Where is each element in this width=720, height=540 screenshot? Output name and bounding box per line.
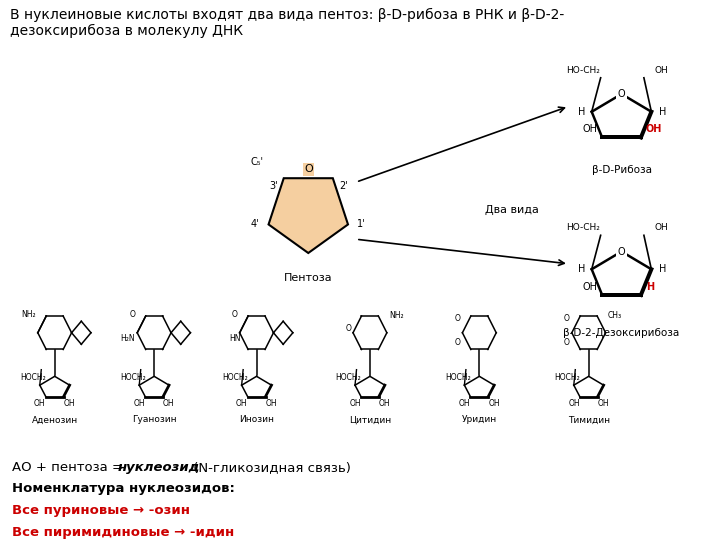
Text: NH₂: NH₂ — [389, 310, 403, 320]
Text: OH: OH — [646, 125, 662, 134]
Text: 4': 4' — [251, 219, 260, 230]
Text: OH: OH — [654, 66, 668, 75]
Text: HOCH₂: HOCH₂ — [20, 373, 46, 382]
Text: O: O — [618, 89, 626, 99]
Text: Уридин: Уридин — [462, 415, 497, 424]
Text: Номенклатура нуклеозидов:: Номенклатура нуклеозидов: — [12, 482, 235, 495]
Text: O: O — [130, 309, 135, 319]
Text: OH: OH — [582, 125, 597, 134]
Text: O: O — [564, 338, 570, 347]
Text: HOCH₂: HOCH₂ — [445, 373, 471, 382]
Text: OH: OH — [34, 399, 46, 408]
Text: O: O — [454, 338, 460, 347]
Text: OH: OH — [379, 399, 390, 408]
Text: Гуанозин: Гуанозин — [132, 415, 176, 424]
Text: Цитидин: Цитидин — [348, 415, 391, 424]
Text: HOCH₂: HOCH₂ — [554, 373, 580, 382]
Text: В нуклеиновые кислоты входят два вида пентоз: β-D-рибоза в РНК и β-D-2-
дезоксир: В нуклеиновые кислоты входят два вида пе… — [10, 8, 564, 38]
Text: OH: OH — [459, 399, 470, 408]
Text: NH₂: NH₂ — [21, 309, 36, 319]
Text: H: H — [578, 264, 586, 274]
Text: 1': 1' — [357, 219, 366, 230]
Text: OH: OH — [488, 399, 500, 408]
Text: HO-CH₂: HO-CH₂ — [567, 224, 600, 232]
Text: HOCH₂: HOCH₂ — [336, 373, 361, 382]
Text: OH: OH — [582, 282, 597, 292]
Text: OH: OH — [236, 399, 248, 408]
Text: АО + пентоза =: АО + пентоза = — [12, 461, 127, 474]
Text: Аденозин: Аденозин — [32, 415, 78, 424]
Text: C₅': C₅' — [250, 158, 263, 167]
Text: Пентоза: Пентоза — [284, 273, 333, 283]
Text: O: O — [232, 309, 238, 319]
Text: OH: OH — [163, 399, 175, 408]
Text: H₂N: H₂N — [121, 334, 135, 343]
Text: OH: OH — [63, 399, 76, 408]
Text: HN: HN — [229, 334, 240, 343]
Text: Все пиримидиновые → -идин: Все пиримидиновые → -идин — [12, 526, 234, 539]
Text: OH: OH — [568, 399, 580, 408]
Text: CH₃: CH₃ — [608, 310, 622, 320]
Text: H: H — [660, 107, 667, 117]
Text: β-D-2-Дезоксирибоза: β-D-2-Дезоксирибоза — [564, 328, 680, 338]
Text: Все пуриновые → -озин: Все пуриновые → -озин — [12, 504, 190, 517]
Text: HOCH₂: HOCH₂ — [120, 373, 145, 382]
Text: O: O — [304, 164, 312, 174]
Text: O: O — [564, 314, 570, 323]
Text: 2': 2' — [339, 181, 348, 191]
Text: OH: OH — [266, 399, 277, 408]
Text: Тимидин: Тимидин — [567, 415, 610, 424]
Text: β-D-Рибоза: β-D-Рибоза — [592, 165, 652, 176]
Text: нуклеозид: нуклеозид — [117, 461, 199, 474]
Text: H: H — [646, 282, 654, 292]
Text: Инозин: Инозин — [239, 415, 274, 424]
Text: HOCH₂: HOCH₂ — [222, 373, 248, 382]
Text: OH: OH — [598, 399, 609, 408]
Text: (N-гликозидная связь): (N-гликозидная связь) — [189, 461, 351, 474]
Text: OH: OH — [654, 224, 668, 232]
Text: O: O — [618, 247, 626, 256]
Polygon shape — [269, 178, 348, 253]
Text: OH: OH — [349, 399, 361, 408]
Text: O: O — [345, 325, 351, 333]
Text: Два вида: Два вида — [485, 205, 539, 215]
Text: OH: OH — [134, 399, 145, 408]
Text: H: H — [578, 107, 586, 117]
Text: HO-CH₂: HO-CH₂ — [567, 66, 600, 75]
Text: H: H — [660, 264, 667, 274]
Text: O: O — [454, 314, 460, 323]
Text: 3': 3' — [269, 181, 278, 191]
